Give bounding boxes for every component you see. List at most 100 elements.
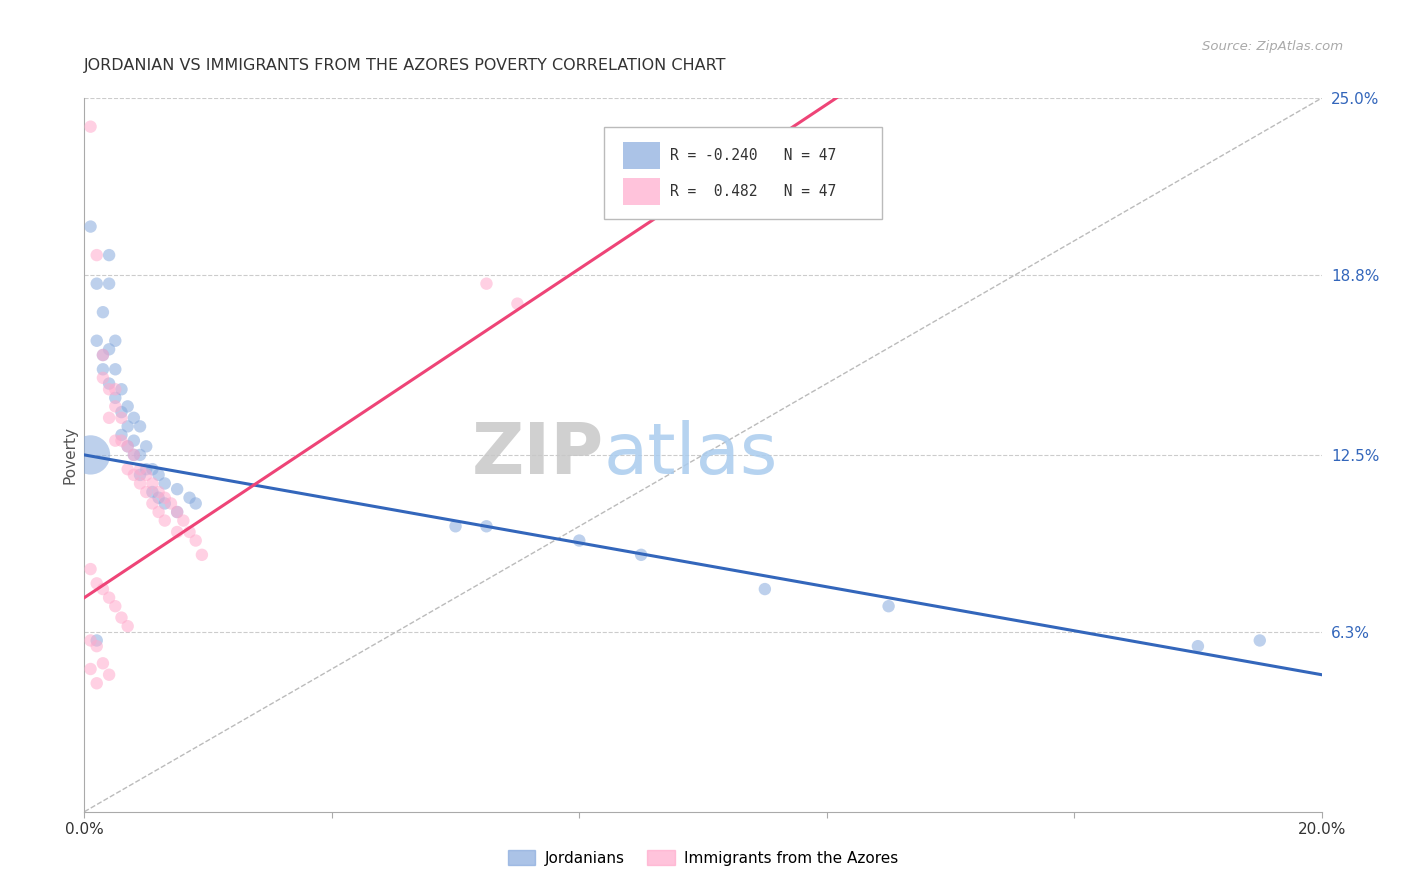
Point xyxy=(86,334,108,348)
Point xyxy=(630,548,652,562)
Point xyxy=(86,248,108,262)
Point xyxy=(148,491,170,505)
Point xyxy=(1187,639,1209,653)
Bar xyxy=(623,143,659,169)
Point xyxy=(141,476,163,491)
Point xyxy=(91,582,114,596)
Point xyxy=(153,491,176,505)
Point xyxy=(110,434,132,448)
Point xyxy=(122,410,145,425)
Point xyxy=(148,485,170,500)
Y-axis label: Poverty: Poverty xyxy=(62,425,77,484)
Point xyxy=(141,485,163,500)
Point xyxy=(86,639,108,653)
Point xyxy=(122,434,145,448)
Point xyxy=(148,467,170,482)
Point xyxy=(79,219,101,234)
Point xyxy=(86,277,108,291)
Point xyxy=(110,382,132,396)
Point xyxy=(104,334,127,348)
Text: R =  0.482   N = 47: R = 0.482 N = 47 xyxy=(669,184,835,199)
Text: JORDANIAN VS IMMIGRANTS FROM THE AZORES POVERTY CORRELATION CHART: JORDANIAN VS IMMIGRANTS FROM THE AZORES … xyxy=(84,58,727,73)
Point xyxy=(506,296,529,310)
Point xyxy=(166,505,188,519)
Point xyxy=(98,277,121,291)
Point xyxy=(98,410,121,425)
Point xyxy=(79,633,101,648)
Point xyxy=(79,120,101,134)
Text: atlas: atlas xyxy=(605,420,779,490)
Point xyxy=(91,348,114,362)
Point xyxy=(141,496,163,510)
Point xyxy=(98,667,121,681)
Point xyxy=(122,448,145,462)
Point xyxy=(1249,633,1271,648)
Bar xyxy=(623,178,659,205)
Point xyxy=(86,633,108,648)
Text: R = -0.240   N = 47: R = -0.240 N = 47 xyxy=(669,148,835,163)
Point xyxy=(166,524,188,539)
Point xyxy=(104,362,127,376)
Point xyxy=(104,382,127,396)
Point xyxy=(129,448,152,462)
Point xyxy=(475,519,498,533)
Point xyxy=(160,496,183,510)
Point xyxy=(129,476,152,491)
Point xyxy=(166,482,188,496)
Point xyxy=(91,362,114,376)
Point xyxy=(148,505,170,519)
Point xyxy=(104,391,127,405)
Point xyxy=(110,410,132,425)
Point xyxy=(117,419,139,434)
Point xyxy=(444,519,467,533)
Point xyxy=(91,371,114,385)
Point xyxy=(129,419,152,434)
Point xyxy=(475,277,498,291)
Point xyxy=(98,343,121,357)
Point xyxy=(79,448,101,462)
Point xyxy=(104,434,127,448)
Point xyxy=(117,400,139,414)
Point xyxy=(184,533,207,548)
Point xyxy=(153,496,176,510)
Point xyxy=(91,348,114,362)
Point xyxy=(91,305,114,319)
Point xyxy=(184,496,207,510)
FancyBboxPatch shape xyxy=(605,127,883,219)
Point xyxy=(91,657,114,671)
Point xyxy=(98,248,121,262)
Point xyxy=(153,476,176,491)
Point xyxy=(110,428,132,442)
Point xyxy=(110,610,132,624)
Point xyxy=(86,676,108,690)
Text: ZIP: ZIP xyxy=(472,420,605,490)
Point xyxy=(877,599,900,614)
Point xyxy=(153,514,176,528)
Point xyxy=(135,462,157,476)
Point xyxy=(122,467,145,482)
Point xyxy=(166,505,188,519)
Point xyxy=(179,524,201,539)
Point xyxy=(104,599,127,614)
Point xyxy=(98,382,121,396)
Point xyxy=(79,562,101,576)
Point xyxy=(98,591,121,605)
Point xyxy=(79,662,101,676)
Point xyxy=(117,619,139,633)
Point xyxy=(141,462,163,476)
Point xyxy=(191,548,214,562)
Point xyxy=(172,514,194,528)
Point xyxy=(117,462,139,476)
Point xyxy=(110,405,132,419)
Point xyxy=(135,467,157,482)
Point xyxy=(86,576,108,591)
Point xyxy=(135,485,157,500)
Point xyxy=(568,533,591,548)
Point xyxy=(129,462,152,476)
Point xyxy=(117,439,139,453)
Legend: Jordanians, Immigrants from the Azores: Jordanians, Immigrants from the Azores xyxy=(502,844,904,871)
Point xyxy=(98,376,121,391)
Point xyxy=(754,582,776,596)
Text: Source: ZipAtlas.com: Source: ZipAtlas.com xyxy=(1202,40,1343,54)
Point xyxy=(179,491,201,505)
